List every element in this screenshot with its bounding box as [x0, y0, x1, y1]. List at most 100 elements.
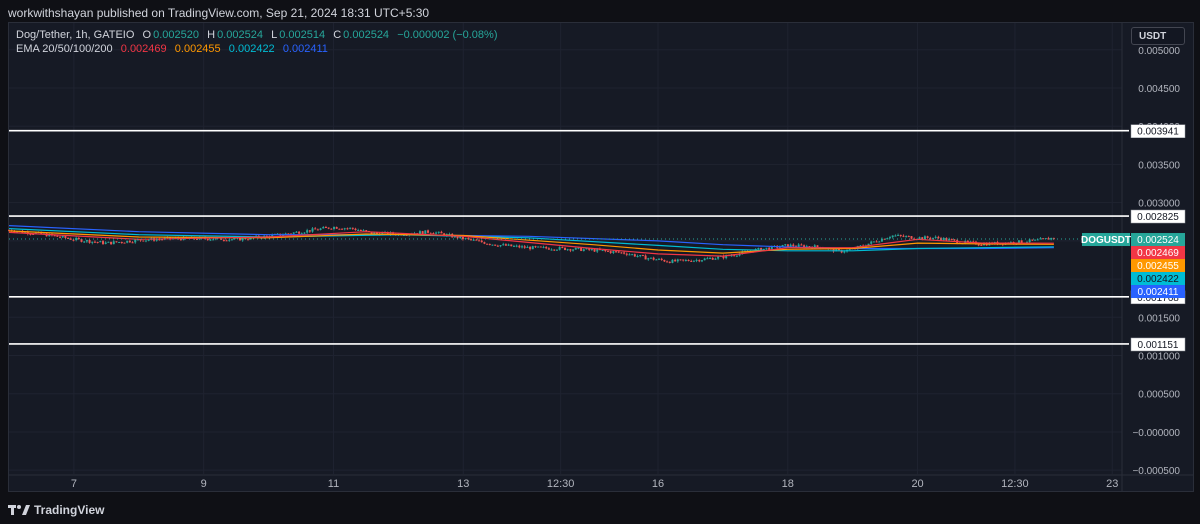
candle-body — [88, 240, 91, 243]
candle-body — [733, 255, 736, 257]
candle-body — [902, 235, 905, 237]
candle-body — [566, 249, 569, 251]
candle-body — [472, 239, 475, 241]
candle-body — [91, 241, 94, 243]
candle-body — [620, 252, 623, 254]
candle-body — [564, 247, 567, 251]
price-tick-label: 0.004500 — [1138, 84, 1180, 95]
candle-body — [639, 255, 642, 257]
candle-body — [161, 239, 164, 241]
candle-body — [29, 233, 32, 235]
candle-body — [80, 239, 83, 242]
candle-body — [319, 228, 322, 230]
candle-body — [306, 230, 309, 233]
candle-body — [722, 255, 725, 259]
level-price-label: 0.003941 — [1137, 127, 1179, 138]
candle-body — [674, 259, 677, 262]
candle-body — [910, 236, 913, 239]
ema50-price-label: 0.002455 — [1137, 261, 1179, 272]
candle-body — [225, 240, 228, 242]
candle-body — [206, 238, 209, 241]
candle-body — [494, 244, 497, 246]
candle-body — [448, 234, 451, 236]
candle-body — [24, 231, 27, 233]
candle-body — [966, 240, 969, 242]
candle-body — [789, 244, 792, 247]
candle-body — [228, 239, 231, 241]
legend-symbol[interactable]: Dog/Tether, 1h, GATEIO — [16, 29, 135, 41]
candle-body — [233, 237, 236, 240]
candle-body — [418, 231, 421, 234]
candle-body — [931, 237, 934, 239]
candle-body — [706, 258, 709, 260]
candle-body — [85, 240, 88, 242]
candle-body — [786, 244, 789, 247]
candle-body — [655, 259, 658, 261]
candle-body — [93, 241, 96, 243]
candle-body — [510, 244, 513, 247]
candle-body — [333, 227, 336, 229]
candle-body — [899, 234, 902, 236]
candle-body — [837, 249, 840, 251]
ema-label[interactable]: EMA 20/50/100/200 — [16, 43, 113, 55]
candle-body — [136, 239, 139, 241]
candle-body — [848, 249, 851, 251]
candle-body — [443, 233, 446, 236]
candle-body — [872, 241, 875, 243]
low-label: L — [271, 29, 278, 41]
price-tick-label: 0.001000 — [1138, 352, 1180, 363]
candle-body — [601, 250, 604, 252]
candle-body — [631, 254, 634, 256]
currency-button[interactable]: USDT — [1131, 27, 1185, 45]
candle-body — [518, 245, 521, 248]
candle-body — [292, 232, 295, 234]
candle-body — [330, 228, 333, 230]
candle-body — [308, 230, 311, 232]
candle-body — [499, 245, 502, 247]
candle-body — [676, 259, 679, 262]
candle-body — [118, 241, 121, 243]
candle-body — [671, 259, 674, 263]
candle-body — [405, 234, 408, 236]
ema100-price-tag — [1131, 272, 1185, 286]
candle-body — [553, 249, 556, 251]
candle-body — [625, 253, 628, 255]
level-price-label: 0.001151 — [1138, 340, 1179, 351]
candle-body — [537, 246, 540, 248]
ema100-line[interactable] — [8, 228, 1054, 252]
candle-body — [1028, 239, 1031, 243]
candle-body — [588, 248, 591, 250]
candle-body — [212, 239, 215, 241]
change-value: −0.000002 (−0.08%) — [397, 29, 498, 41]
ema200-price-tag — [1131, 285, 1185, 299]
candle-body — [658, 258, 661, 260]
candle-body — [539, 246, 542, 248]
candle-body — [577, 247, 580, 249]
candle-body — [547, 248, 550, 250]
candle-body — [923, 236, 926, 240]
candle-body — [155, 239, 158, 241]
candle-body — [357, 229, 360, 231]
footer-brand[interactable]: TradingView — [8, 500, 104, 520]
candle-body — [1047, 238, 1050, 240]
candle-body — [628, 254, 631, 256]
time-tick-label: 18 — [782, 478, 794, 490]
ema20-value: 0.002469 — [120, 43, 167, 55]
candle-body — [56, 235, 59, 237]
candle-body — [147, 239, 150, 241]
time-tick-label: 20 — [911, 478, 923, 490]
candle-body — [389, 232, 392, 235]
candle-body — [61, 235, 64, 238]
candle-body — [641, 255, 644, 257]
candle-body — [491, 244, 494, 246]
candle-body — [338, 228, 341, 230]
candle-body — [354, 228, 357, 231]
candle-body — [523, 246, 526, 248]
candle-body — [572, 249, 575, 251]
candle-body — [83, 241, 86, 243]
time-tick-label: 16 — [652, 478, 664, 490]
ema50-line[interactable] — [8, 230, 1054, 254]
candle-body — [604, 250, 607, 252]
candle-body — [832, 248, 835, 252]
